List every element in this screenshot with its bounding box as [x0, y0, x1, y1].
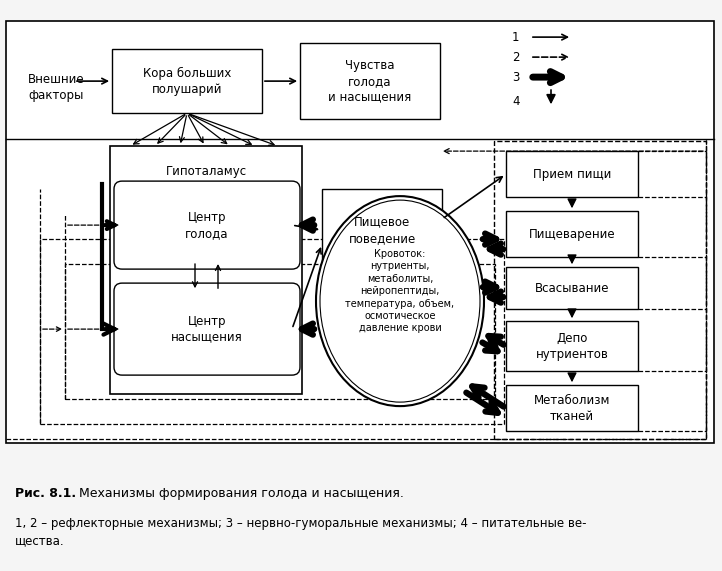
Text: Депо
нутриентов: Депо нутриентов	[536, 332, 609, 361]
Text: 4: 4	[512, 95, 520, 107]
Text: 2: 2	[512, 51, 520, 63]
Text: Кровоток:
нутриенты,
метаболиты,
нейропептиды,
температура, объем,
осмотическое
: Кровоток: нутриенты, метаболиты, нейропе…	[345, 249, 455, 333]
Text: 1: 1	[512, 31, 520, 43]
Bar	[506, 151, 638, 197]
Bar	[65, 264, 495, 399]
Text: Пищеварение: Пищеварение	[529, 228, 615, 240]
Text: Пищевое
поведение: Пищевое поведение	[349, 216, 416, 244]
Bar	[506, 385, 638, 431]
Text: Метаболизм
тканей: Метаболизм тканей	[534, 393, 610, 423]
Text: Центр
насыщения: Центр насыщения	[171, 315, 243, 344]
Text: Гипоталамус: Гипоталамус	[165, 165, 246, 178]
Bar	[506, 211, 638, 257]
Text: Прием пищи: Прием пищи	[533, 168, 612, 180]
Ellipse shape	[320, 200, 480, 402]
Bar	[112, 49, 262, 113]
Text: Внешние
факторы: Внешние факторы	[28, 73, 84, 102]
Text: Чувства
голода
и насыщения: Чувства голода и насыщения	[329, 59, 412, 103]
Bar	[506, 321, 638, 371]
Text: 3: 3	[512, 71, 519, 83]
Bar	[110, 146, 302, 394]
Text: Всасывание: Всасывание	[535, 282, 609, 295]
Text: Кора больших
полушарий: Кора больших полушарий	[143, 67, 231, 96]
Text: Рис. 8.1.: Рис. 8.1.	[15, 488, 77, 501]
Bar	[322, 189, 442, 271]
Text: Механизмы формирования голода и насыщения.: Механизмы формирования голода и насыщени…	[74, 488, 404, 501]
FancyBboxPatch shape	[114, 283, 300, 375]
Bar	[506, 267, 638, 309]
Bar	[40, 239, 504, 424]
FancyBboxPatch shape	[114, 181, 300, 269]
Ellipse shape	[316, 196, 484, 406]
Text: 1, 2 – рефлекторные механизмы; 3 – нервно-гуморальные механизмы; 4 – питательные: 1, 2 – рефлекторные механизмы; 3 – нервн…	[15, 517, 587, 547]
Bar	[300, 43, 440, 119]
Bar	[494, 141, 706, 439]
Text: Центр
голода: Центр голода	[186, 211, 229, 240]
